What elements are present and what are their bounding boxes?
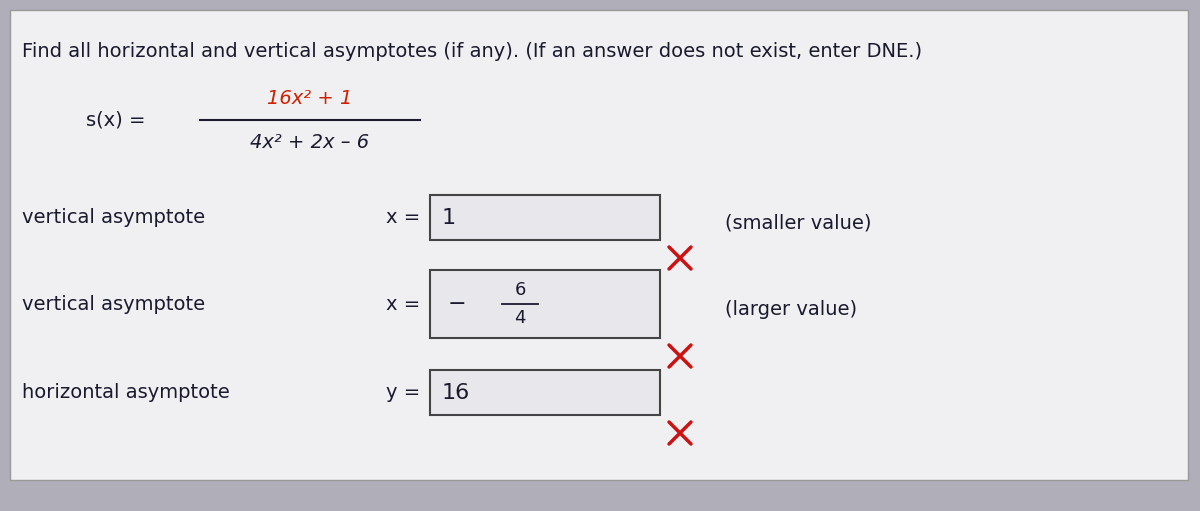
- FancyBboxPatch shape: [10, 10, 1188, 480]
- Text: −: −: [448, 294, 467, 314]
- Text: 6: 6: [515, 281, 526, 299]
- Text: 16: 16: [442, 383, 470, 403]
- Text: 16x² + 1: 16x² + 1: [268, 88, 353, 107]
- Text: s(x) =: s(x) =: [85, 110, 145, 129]
- Text: 1: 1: [442, 207, 456, 227]
- Text: horizontal asymptote: horizontal asymptote: [22, 383, 229, 402]
- FancyBboxPatch shape: [430, 370, 660, 415]
- Text: 4: 4: [515, 309, 526, 327]
- Text: y =: y =: [385, 383, 420, 402]
- Text: Find all horizontal and vertical asymptotes (if any). (If an answer does not exi: Find all horizontal and vertical asympto…: [22, 42, 922, 61]
- Text: x =: x =: [385, 208, 420, 227]
- Text: vertical asymptote: vertical asymptote: [22, 294, 205, 314]
- Text: (larger value): (larger value): [725, 299, 857, 318]
- Text: vertical asymptote: vertical asymptote: [22, 208, 205, 227]
- FancyBboxPatch shape: [430, 195, 660, 240]
- Text: (smaller value): (smaller value): [725, 213, 871, 232]
- FancyBboxPatch shape: [430, 270, 660, 338]
- Text: 4x² + 2x – 6: 4x² + 2x – 6: [251, 132, 370, 151]
- Text: x =: x =: [385, 294, 420, 314]
